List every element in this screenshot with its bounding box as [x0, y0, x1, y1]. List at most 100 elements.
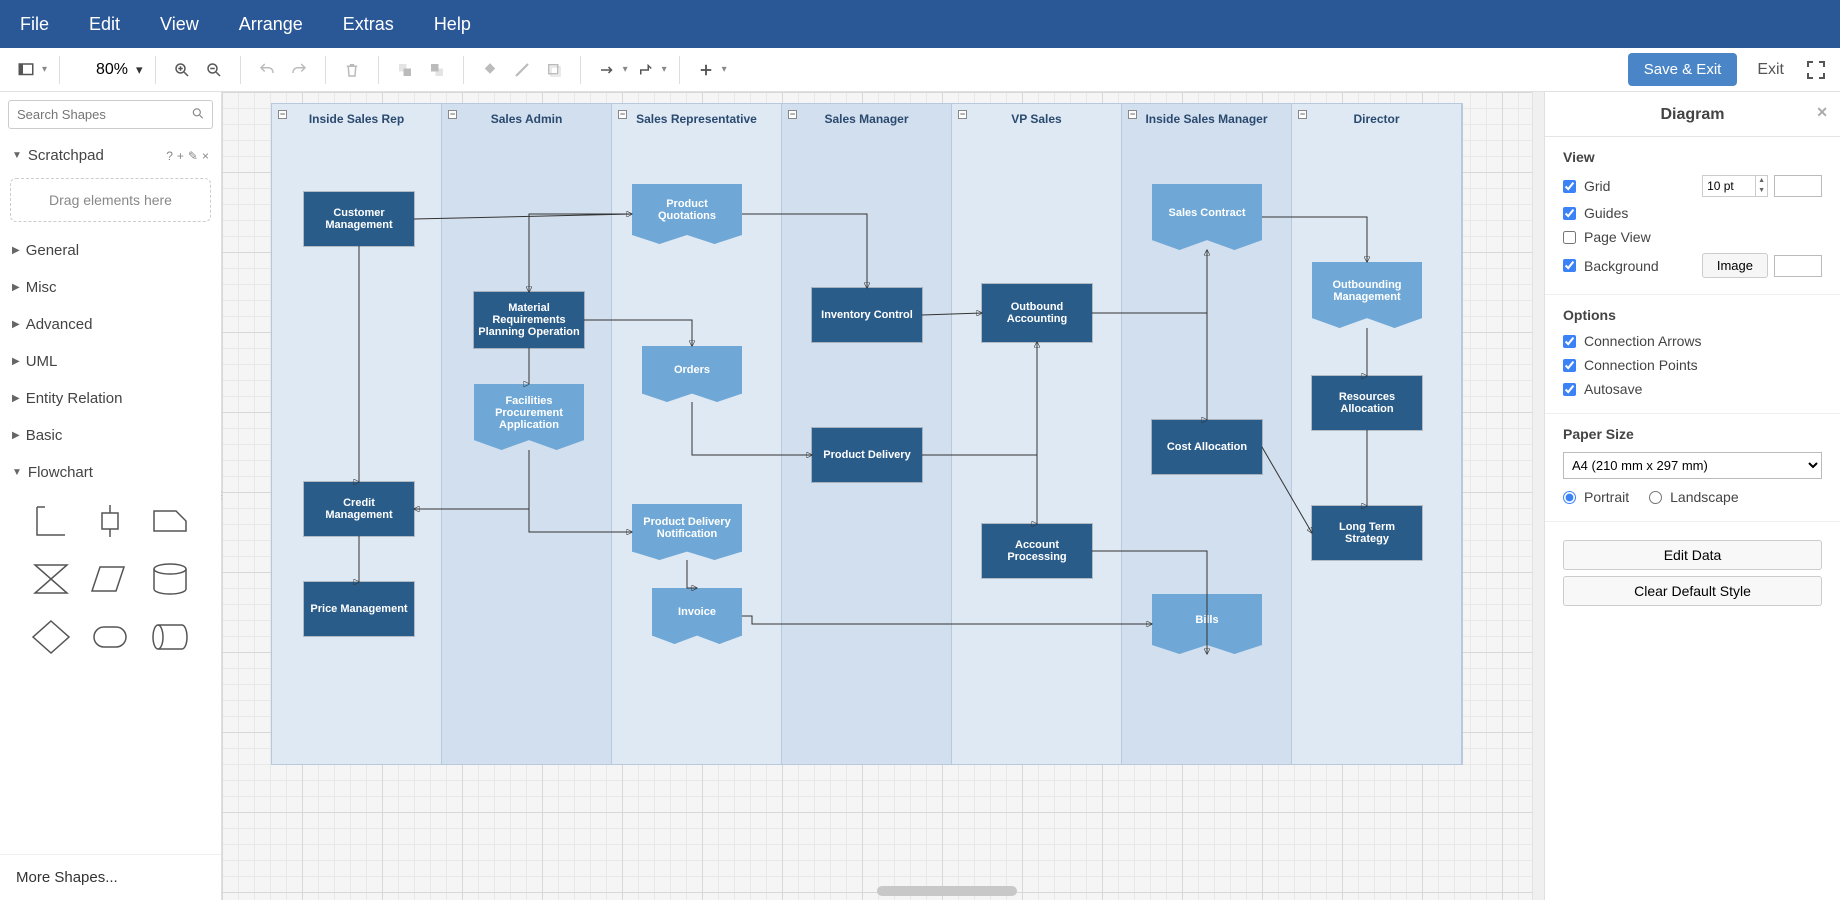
connection-style-dropdown[interactable]: ▾ [593, 56, 628, 84]
swimlane[interactable]: −DirectorOutbounding ManagementResources… [1292, 104, 1462, 764]
edit-data-button[interactable]: Edit Data [1563, 540, 1822, 570]
section-uml[interactable]: ▶UML [12, 347, 209, 376]
scratchpad-add-icon[interactable]: + [177, 149, 184, 163]
shape-stencil[interactable] [86, 613, 136, 661]
lane-collapse-icon[interactable]: − [1298, 110, 1307, 119]
menu-extras[interactable]: Extras [323, 4, 414, 45]
menu-file[interactable]: File [12, 4, 69, 45]
section-misc[interactable]: ▶Misc [12, 273, 209, 302]
lane-collapse-icon[interactable]: − [278, 110, 287, 119]
diagram-node[interactable]: Material Requirements Planning Operation [474, 292, 584, 348]
menu-arrange[interactable]: Arrange [219, 4, 323, 45]
diagram-node[interactable]: Bills [1152, 594, 1262, 654]
conn-arrows-checkbox[interactable] [1563, 335, 1576, 348]
shadow-icon[interactable] [540, 56, 568, 84]
diagram-node[interactable]: Product Delivery Notification [632, 504, 742, 560]
delete-icon[interactable] [338, 56, 366, 84]
scratchpad-close-icon[interactable]: × [202, 149, 209, 163]
diagram-node[interactable]: Invoice [652, 588, 742, 644]
line-color-icon[interactable] [508, 56, 536, 84]
section-flowchart[interactable]: ▼Flowchart [12, 458, 209, 487]
scratchpad-edit-icon[interactable]: ✎ [188, 149, 198, 163]
landscape-radio[interactable] [1649, 491, 1662, 504]
zoom-caret-icon[interactable]: ▾ [136, 62, 143, 78]
diagram-node[interactable]: Product Quotations [632, 184, 742, 244]
zoom-input[interactable] [72, 61, 132, 79]
exit-button[interactable]: Exit [1745, 55, 1796, 85]
fill-color-icon[interactable] [476, 56, 504, 84]
diagram-node[interactable]: Product Delivery [812, 428, 922, 482]
lane-collapse-icon[interactable]: − [1128, 110, 1137, 119]
grid-step-up[interactable]: ▲ [1756, 176, 1767, 186]
horizontal-scrollbar[interactable] [222, 886, 1532, 898]
section-entity-relation[interactable]: ▶Entity Relation [12, 384, 209, 413]
search-shapes-input[interactable] [8, 100, 213, 129]
scratchpad-help-icon[interactable]: ? [166, 149, 173, 163]
zoom-in-icon[interactable] [168, 56, 196, 84]
shape-stencil[interactable] [26, 497, 76, 545]
lane-collapse-icon[interactable]: − [448, 110, 457, 119]
diagram-node[interactable]: Outbound Accounting [982, 284, 1092, 342]
swimlane[interactable]: −Inside Sales RepCustomer ManagementCred… [272, 104, 442, 764]
swimlane-container[interactable]: −Inside Sales RepCustomer ManagementCred… [272, 104, 1462, 764]
zoom-out-icon[interactable] [200, 56, 228, 84]
autosave-checkbox[interactable] [1563, 383, 1576, 396]
diagram-node[interactable]: Facilities Procurement Application [474, 384, 584, 450]
grid-size-input[interactable] [1702, 175, 1756, 197]
diagram-node[interactable]: Customer Management [304, 192, 414, 246]
conn-points-checkbox[interactable] [1563, 359, 1576, 372]
diagram-node[interactable]: Cost Allocation [1152, 420, 1262, 474]
menu-help[interactable]: Help [414, 4, 491, 45]
vertical-scrollbar[interactable] [1532, 92, 1544, 900]
shape-stencil[interactable] [26, 613, 76, 661]
lane-collapse-icon[interactable]: − [618, 110, 627, 119]
canvas[interactable]: −Inside Sales RepCustomer ManagementCred… [222, 92, 1532, 900]
scratchpad-header[interactable]: ▼ Scratchpad ? + ✎ × [12, 141, 209, 170]
scratchpad-dropzone[interactable]: Drag elements here [10, 178, 211, 222]
diagram-node[interactable]: Sales Contract [1152, 184, 1262, 250]
shape-stencil[interactable] [86, 497, 136, 545]
diagram-node[interactable]: Outbounding Management [1312, 262, 1422, 328]
section-basic[interactable]: ▶Basic [12, 421, 209, 450]
background-checkbox[interactable] [1563, 259, 1576, 272]
swimlane[interactable]: −Sales RepresentativeProduct QuotationsO… [612, 104, 782, 764]
fullscreen-icon[interactable] [1804, 58, 1828, 82]
diagram-node[interactable]: Account Processing [982, 524, 1092, 578]
redo-icon[interactable] [285, 56, 313, 84]
undo-icon[interactable] [253, 56, 281, 84]
to-back-icon[interactable] [423, 56, 451, 84]
diagram-node[interactable]: Resources Allocation [1312, 376, 1422, 430]
waypoint-style-dropdown[interactable]: ▾ [632, 56, 667, 84]
paper-size-select[interactable]: A4 (210 mm x 297 mm) [1563, 452, 1822, 479]
clear-style-button[interactable]: Clear Default Style [1563, 576, 1822, 606]
insert-dropdown[interactable]: ▾ [692, 56, 727, 84]
background-image-button[interactable]: Image [1702, 253, 1768, 278]
background-color-swatch[interactable] [1774, 255, 1822, 277]
shape-stencil[interactable] [145, 497, 195, 545]
swimlane[interactable]: −VP SalesOutbound AccountingAccount Proc… [952, 104, 1122, 764]
menu-view[interactable]: View [140, 4, 219, 45]
lane-collapse-icon[interactable]: − [958, 110, 967, 119]
section-general[interactable]: ▶General [12, 236, 209, 265]
portrait-radio[interactable] [1563, 491, 1576, 504]
view-mode-dropdown[interactable]: ▾ [12, 56, 47, 84]
guides-checkbox[interactable] [1563, 207, 1576, 220]
shape-stencil[interactable] [145, 613, 195, 661]
grid-step-down[interactable]: ▼ [1756, 186, 1767, 196]
diagram-node[interactable]: Inventory Control [812, 288, 922, 342]
diagram-node[interactable]: Long Term Strategy [1312, 506, 1422, 560]
panel-close-icon[interactable]: ✕ [1816, 104, 1828, 121]
diagram-node[interactable]: Price Management [304, 582, 414, 636]
lane-collapse-icon[interactable]: − [788, 110, 797, 119]
grid-color-swatch[interactable] [1774, 175, 1822, 197]
to-front-icon[interactable] [391, 56, 419, 84]
swimlane[interactable]: −Sales AdminMaterial Requirements Planni… [442, 104, 612, 764]
diagram-node[interactable]: Orders [642, 346, 742, 402]
grid-checkbox[interactable] [1563, 180, 1576, 193]
menu-edit[interactable]: Edit [69, 4, 140, 45]
page-view-checkbox[interactable] [1563, 231, 1576, 244]
shape-stencil[interactable] [86, 555, 136, 603]
swimlane[interactable]: −Sales ManagerInventory ControlProduct D… [782, 104, 952, 764]
section-advanced[interactable]: ▶Advanced [12, 310, 209, 339]
save-exit-button[interactable]: Save & Exit [1628, 53, 1738, 86]
